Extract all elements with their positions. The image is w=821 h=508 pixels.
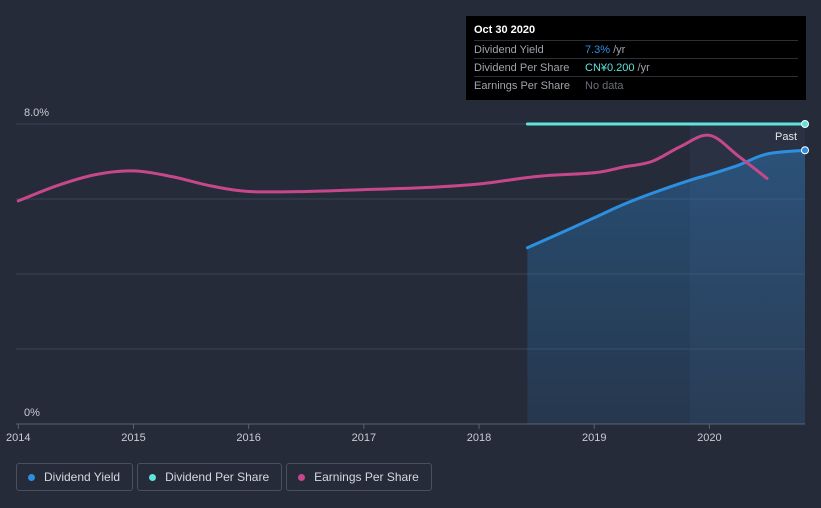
y-tick-label: 8.0% <box>24 107 49 119</box>
legend: Dividend Yield Dividend Per Share Earnin… <box>16 463 432 491</box>
tooltip-row-dividend-yield: Dividend Yield 7.3% /yr <box>474 40 798 58</box>
dividend-yield-line <box>525 148 807 250</box>
legend-item-dividend-per-share[interactable]: Dividend Per Share <box>137 463 283 491</box>
y-tick-label: 0% <box>24 407 40 419</box>
dividend-per-share-end-point <box>801 120 809 128</box>
x-tick-label: 2015 <box>121 432 145 444</box>
tooltip: Oct 30 2020 Dividend Yield 7.3% /yr Divi… <box>466 16 806 100</box>
x-tick-label: 2020 <box>697 432 721 444</box>
tooltip-row-earnings-per-share: Earnings Per Share No data <box>474 76 798 94</box>
legend-label: Dividend Yield <box>44 470 121 484</box>
past-label: Past <box>775 131 797 143</box>
legend-item-dividend-yield[interactable]: Dividend Yield <box>16 463 134 491</box>
x-tick-label: 2014 <box>6 432 30 444</box>
x-tick-label: 2016 <box>236 432 260 444</box>
legend-label: Dividend Per Share <box>165 470 270 484</box>
x-tick-label: 2017 <box>352 432 376 444</box>
tooltip-label: Earnings Per Share <box>474 79 570 92</box>
tooltip-row-dividend-per-share: Dividend Per Share CN¥0.200 /yr <box>474 58 798 76</box>
earnings-per-share-line <box>16 133 769 203</box>
tooltip-label: Dividend Per Share <box>474 61 570 74</box>
legend-dot-icon <box>298 473 306 481</box>
x-tick-label: 2019 <box>582 432 606 444</box>
axes: 8.0% 0% 2014 2015 2016 2017 2018 2019 2020 <box>6 107 722 444</box>
legend-dot-icon <box>28 473 35 481</box>
tooltip-unit: /yr <box>613 43 626 56</box>
series-lines <box>16 120 809 425</box>
dividend-yield-area <box>527 150 805 425</box>
tooltip-date: Oct 30 2020 <box>474 24 536 36</box>
tooltip-value: CN¥0.200 <box>585 61 635 74</box>
legend-item-earnings-per-share[interactable]: Earnings Per Share <box>286 463 432 491</box>
tooltip-value: 7.3% <box>585 43 611 56</box>
legend-label: Earnings Per Share <box>314 470 419 484</box>
dividend-yield-end-point <box>801 146 809 155</box>
tooltip-unit: /yr <box>637 61 650 74</box>
tooltip-value: No data <box>585 79 624 92</box>
tooltip-label: Dividend Yield <box>474 43 544 56</box>
x-tick-label: 2018 <box>467 432 491 444</box>
legend-dot-icon <box>149 473 157 481</box>
